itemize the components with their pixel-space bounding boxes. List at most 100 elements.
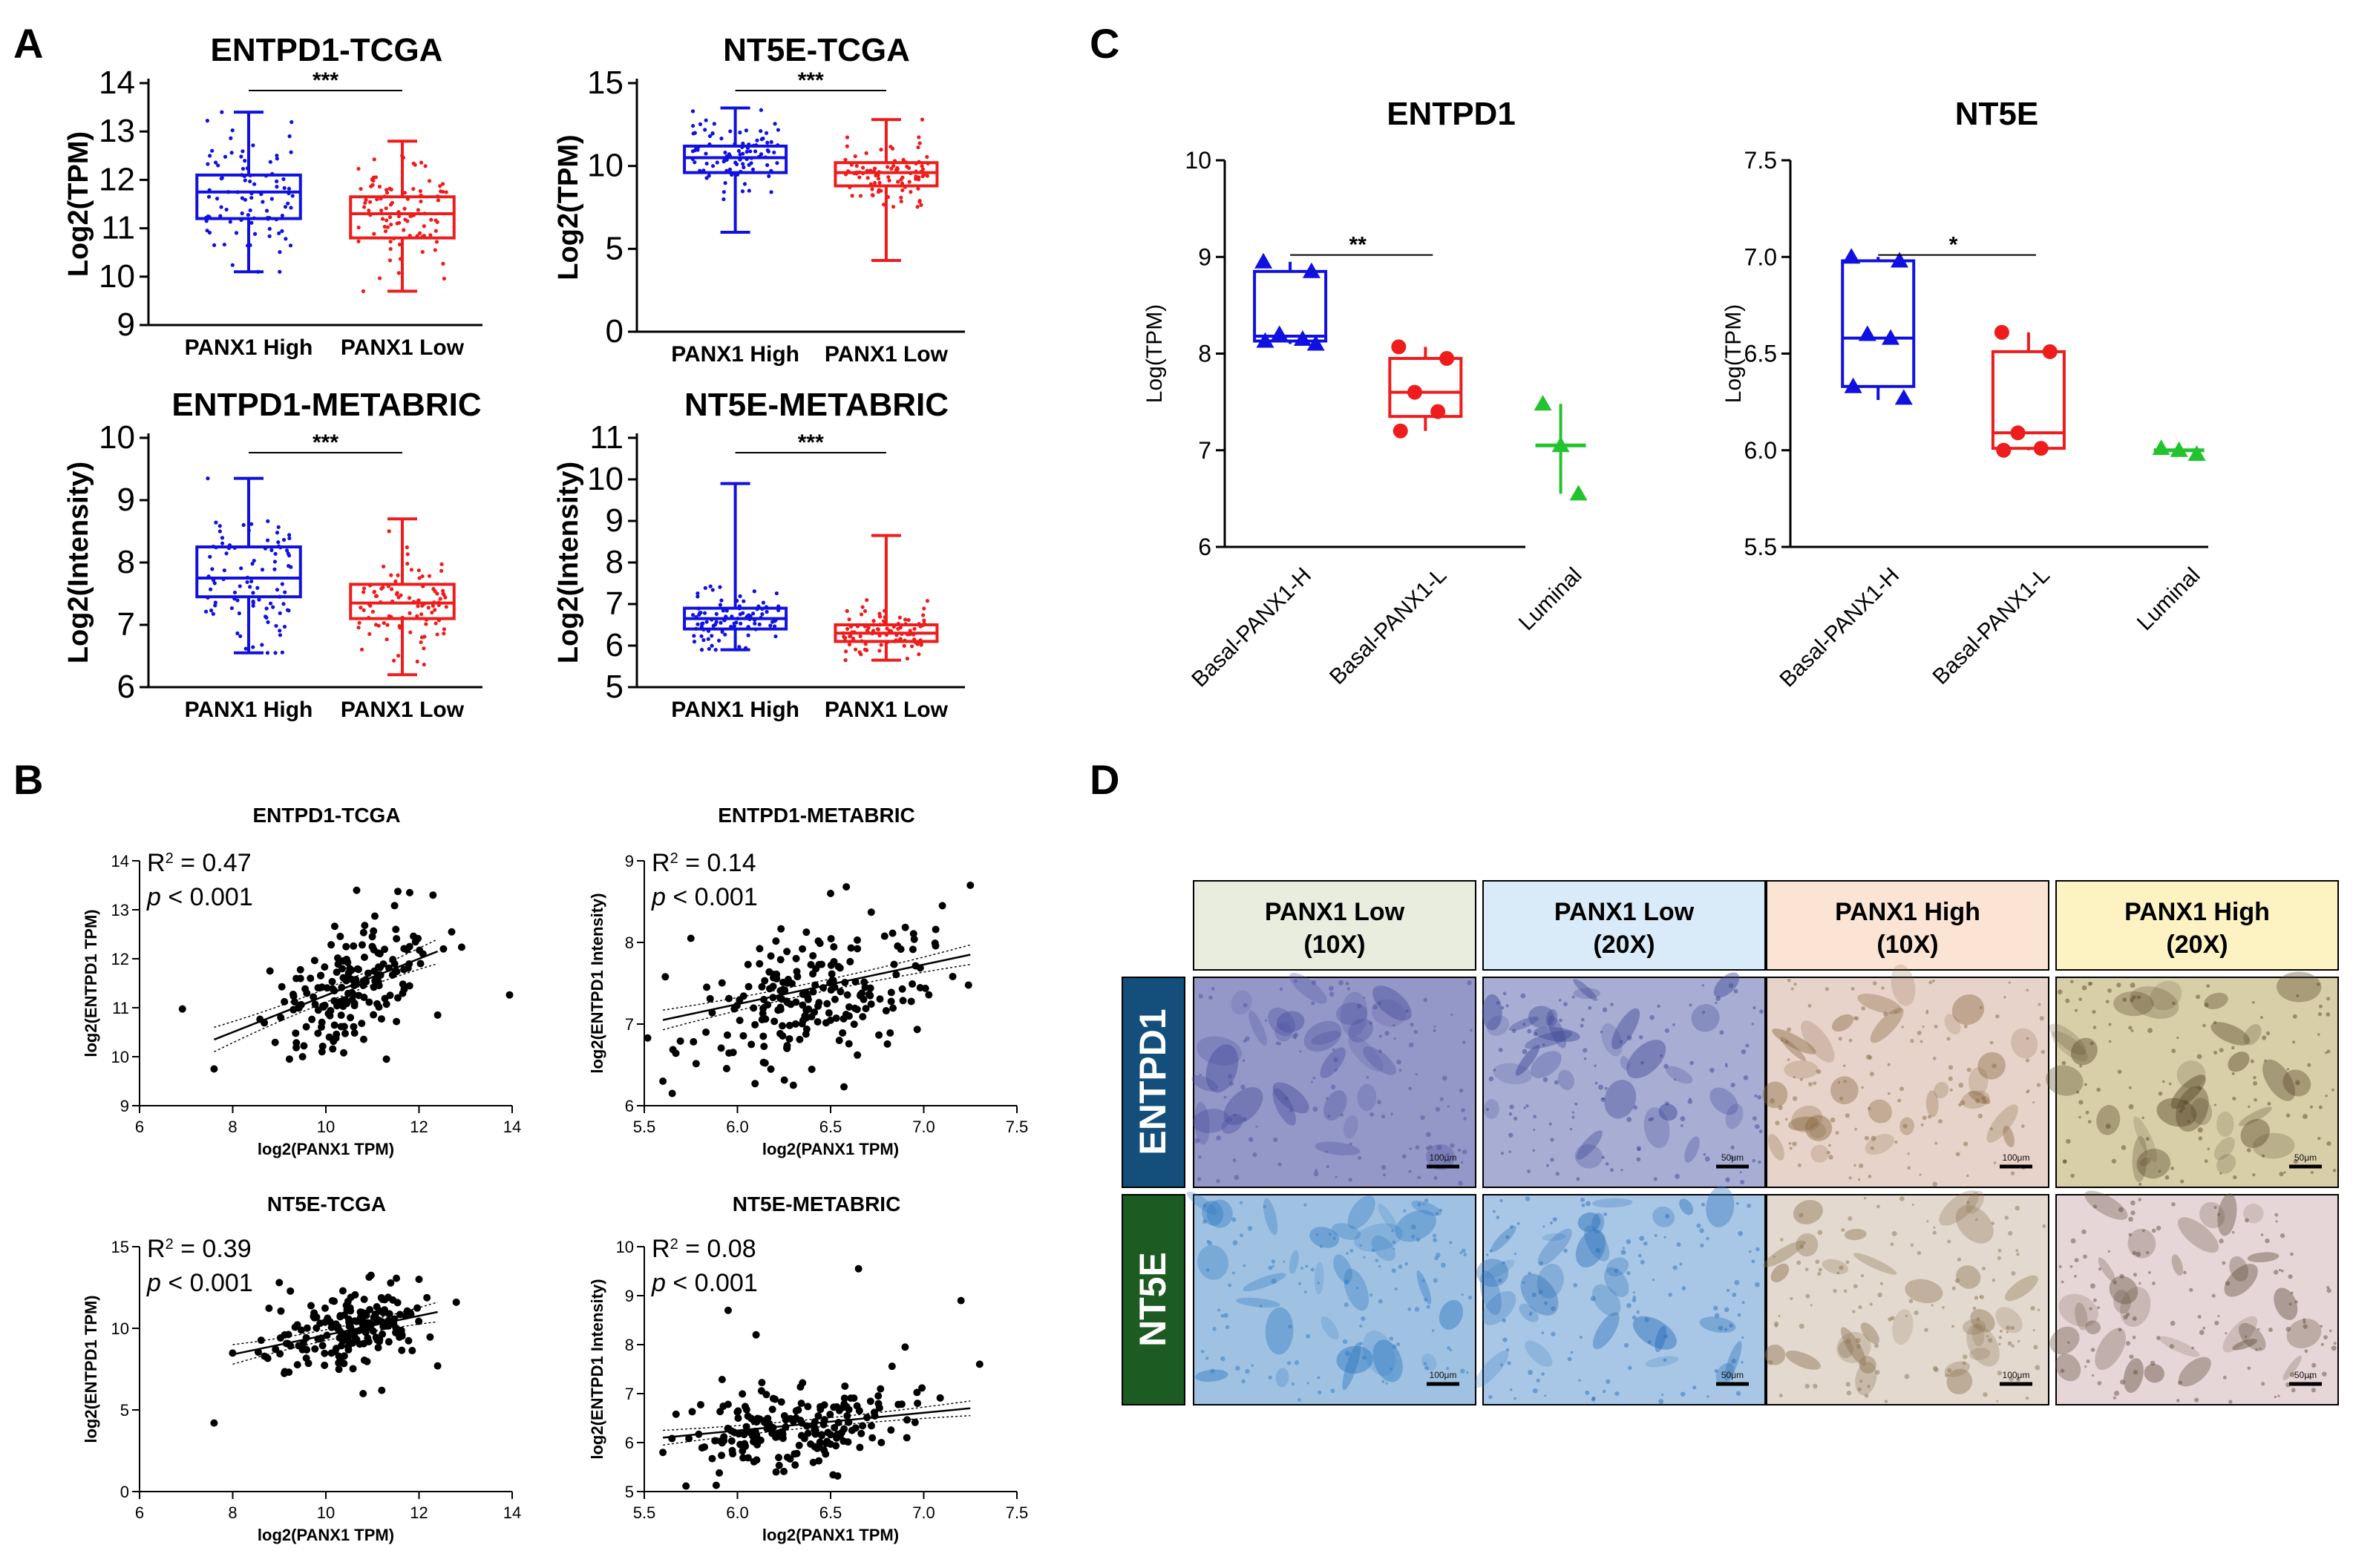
nucleus-dot: [2041, 1049, 2046, 1054]
nucleus-dot: [1676, 1242, 1681, 1247]
nucleus-dot: [2246, 1148, 2251, 1152]
nucleus-dot: [1569, 1127, 1572, 1131]
data-dot: [420, 249, 425, 255]
scatter-point: [739, 1390, 747, 1398]
scatter-point: [350, 1000, 359, 1008]
scatter-point: [344, 959, 352, 967]
scatter-point: [850, 1020, 858, 1029]
nucleus-dot: [1220, 1313, 1225, 1318]
nucleus-dot: [1401, 1154, 1407, 1159]
data-dot: [710, 588, 715, 592]
data-dot: [767, 174, 771, 179]
nucleus-dot: [1194, 1138, 1200, 1144]
scatter-point: [831, 995, 839, 1003]
circle-marker: [2010, 425, 2026, 441]
scatter-point: [701, 1443, 709, 1451]
data-dot: [379, 600, 383, 605]
data-dot: [411, 600, 416, 604]
nucleus-dot: [1778, 1105, 1783, 1110]
scatter-point: [734, 1407, 742, 1415]
data-dot: [204, 219, 209, 223]
nucleus-dot: [1378, 1299, 1383, 1304]
chart-title: ENTPD1-TCGA: [252, 804, 400, 827]
tissue-blob: [1691, 1004, 1720, 1032]
box-panx1-high: [195, 110, 302, 274]
nucleus-dot: [1725, 1177, 1730, 1182]
data-dot: [229, 136, 233, 140]
data-dot: [877, 649, 882, 653]
data-dot: [872, 180, 877, 186]
data-dot: [280, 229, 284, 234]
nucleus-dot: [1573, 1282, 1578, 1287]
data-dot: [235, 631, 240, 636]
nucleus-dot: [2304, 1349, 2308, 1354]
nucleus-dot: [1394, 1287, 1398, 1290]
nucleus-dot: [1740, 1179, 1745, 1184]
nucleus-dot: [1605, 1162, 1609, 1166]
nucleus-dot: [1549, 1221, 1553, 1224]
data-dot: [850, 194, 854, 198]
nucleus-dot: [2219, 1172, 2222, 1175]
tissue-blob: [1249, 1010, 1267, 1046]
nucleus-dot: [1303, 1290, 1307, 1293]
data-dot: [220, 541, 225, 545]
tissue-blob: [1525, 1030, 1573, 1049]
nucleus-dot: [1603, 1212, 1608, 1216]
scatter-point: [799, 945, 807, 953]
scatter-point: [285, 1055, 293, 1063]
nucleus-dot: [1977, 1113, 1983, 1119]
data-dot: [690, 149, 696, 154]
scatter-point: [876, 995, 884, 1003]
tissue-blob: [1601, 1023, 1623, 1057]
tissue-blob: [1870, 1007, 1904, 1043]
y-tick-label: 13: [99, 113, 135, 149]
nucleus-dot: [1927, 1115, 1931, 1119]
data-dot: [719, 137, 724, 141]
nucleus-dot: [2092, 1026, 2097, 1029]
scatter-point: [404, 964, 412, 972]
scatter-point: [907, 997, 915, 1006]
scatter-point: [913, 1026, 921, 1034]
scatter-point: [767, 1065, 775, 1073]
data-dot: [702, 611, 707, 615]
data-dot: [281, 177, 286, 181]
triangle-marker: [1894, 389, 1913, 405]
data-dot: [220, 536, 225, 540]
header-box: [1766, 880, 2049, 971]
data-dot: [848, 185, 852, 190]
nucleus-dot: [2113, 1280, 2117, 1285]
tissue-blob: [2229, 1256, 2249, 1282]
nucleus-dot: [2254, 1098, 2257, 1102]
histology-image: 50μm: [1482, 972, 1766, 1188]
tissue-blob: [1925, 1090, 1939, 1118]
triangle-marker: [1891, 252, 1909, 268]
data-dot: [877, 180, 882, 185]
scatter-point: [776, 1029, 785, 1037]
tissue-blob: [2199, 1201, 2225, 1229]
nucleus-dot: [1292, 1034, 1297, 1039]
nucleus-dot: [2020, 1124, 2025, 1128]
nucleus-dot: [1305, 1264, 1309, 1268]
data-dot: [742, 599, 746, 603]
data-dot: [220, 110, 224, 114]
scatter-point: [332, 1345, 340, 1353]
nucleus-dot: [2202, 1023, 2206, 1028]
nucleus-dot: [2037, 1308, 2041, 1312]
scatter-point: [815, 999, 823, 1007]
scatter-point: [381, 1296, 389, 1304]
tissue-blob: [2139, 1157, 2152, 1167]
nucleus-dot: [2171, 1049, 2176, 1054]
data-dot: [372, 157, 376, 162]
scatter-point: [668, 1089, 676, 1098]
scatter-point: [837, 988, 845, 996]
tissue-blob: [1770, 1263, 1790, 1283]
data-dot: [727, 167, 733, 171]
scatter-point: [327, 941, 336, 949]
scale-bar-label: 50μm: [2294, 1152, 2317, 1163]
nucleus-dot: [1357, 1003, 1362, 1009]
nucleus-dot: [2176, 1399, 2180, 1403]
group-luminal: [1534, 395, 1588, 501]
nucleus-dot: [1546, 1164, 1549, 1167]
nucleus-dot: [1636, 1157, 1641, 1162]
data-dot: [370, 183, 375, 187]
